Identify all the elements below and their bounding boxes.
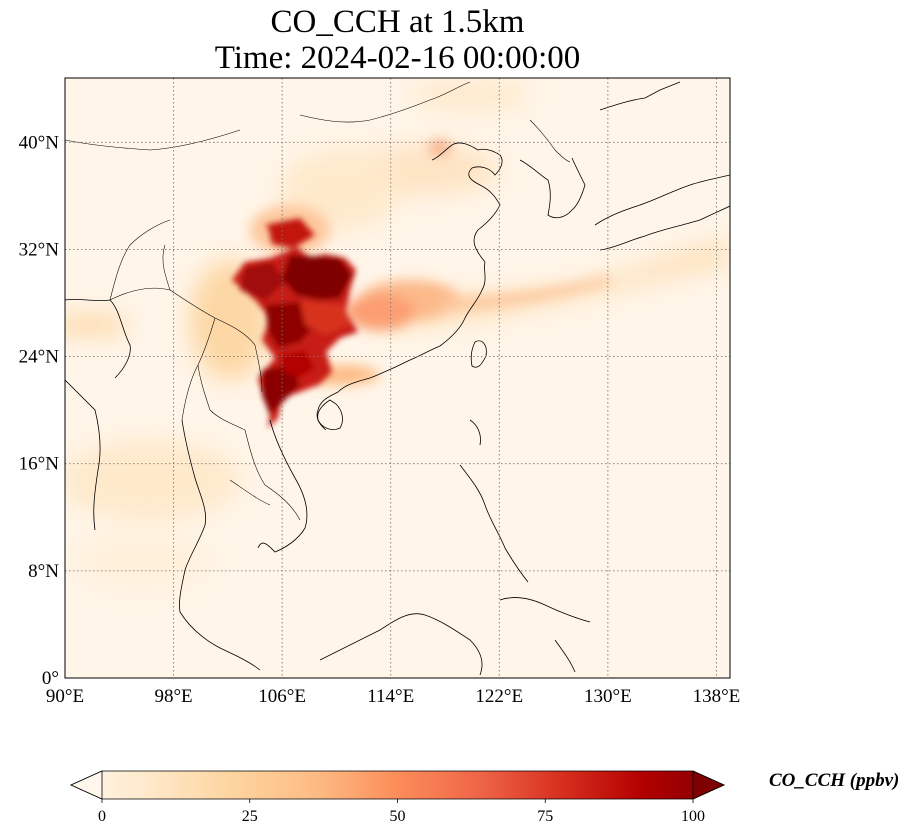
colorbar-tick-label: 100 bbox=[681, 808, 705, 825]
colorbar-tick-label: 0 bbox=[98, 808, 106, 825]
lon-tick-label: 130°E bbox=[584, 686, 632, 707]
lat-tick-label: 8°N bbox=[28, 561, 59, 582]
lat-tick-label: 40°N bbox=[19, 132, 60, 153]
lon-tick-label: 90°E bbox=[46, 686, 84, 707]
colorbar-tick-label: 25 bbox=[242, 808, 258, 825]
colorbar-ticks: 0 25 50 75 100 bbox=[98, 799, 705, 825]
title-line-1: CO_CCH at 1.5km bbox=[270, 4, 525, 40]
colorbar: 0 25 50 75 100 bbox=[70, 770, 725, 825]
map-title: CO_CCH at 1.5km Time: 2024-02-16 00:00:0… bbox=[65, 4, 730, 76]
lat-tick-label: 32°N bbox=[19, 239, 60, 260]
lon-tick-label: 122°E bbox=[475, 686, 523, 707]
colorbar-extend-max bbox=[692, 770, 725, 800]
colorbar-tick-label: 50 bbox=[390, 808, 406, 825]
map-frame bbox=[64, 77, 731, 679]
longitude-tick-labels: 90°E 98°E 106°E 114°E 122°E 130°E 138°E bbox=[46, 686, 740, 707]
colorbar-extend-min bbox=[70, 770, 103, 800]
lon-tick-label: 114°E bbox=[367, 686, 414, 707]
map-panel bbox=[65, 78, 730, 678]
colorbar-title: CO_CCH (ppbv) bbox=[769, 770, 900, 791]
country-borders bbox=[65, 81, 571, 521]
lon-tick-label: 98°E bbox=[154, 686, 192, 707]
concentration-field bbox=[65, 80, 730, 590]
colorbar-tick-label: 75 bbox=[537, 808, 553, 825]
title-line-2: Time: 2024-02-16 00:00:00 bbox=[214, 40, 581, 76]
lon-tick-label: 138°E bbox=[693, 686, 741, 707]
lat-tick-label: 24°N bbox=[19, 347, 60, 368]
coastlines bbox=[65, 81, 730, 676]
latitude-tick-labels: 0° 8°N 16°N 24°N 32°N 40°N bbox=[19, 132, 60, 689]
lat-tick-label: 0° bbox=[42, 668, 59, 689]
gridlines bbox=[65, 78, 730, 678]
lat-tick-label: 16°N bbox=[19, 454, 60, 475]
lon-tick-label: 106°E bbox=[258, 686, 306, 707]
colorbar-bar bbox=[70, 770, 725, 800]
